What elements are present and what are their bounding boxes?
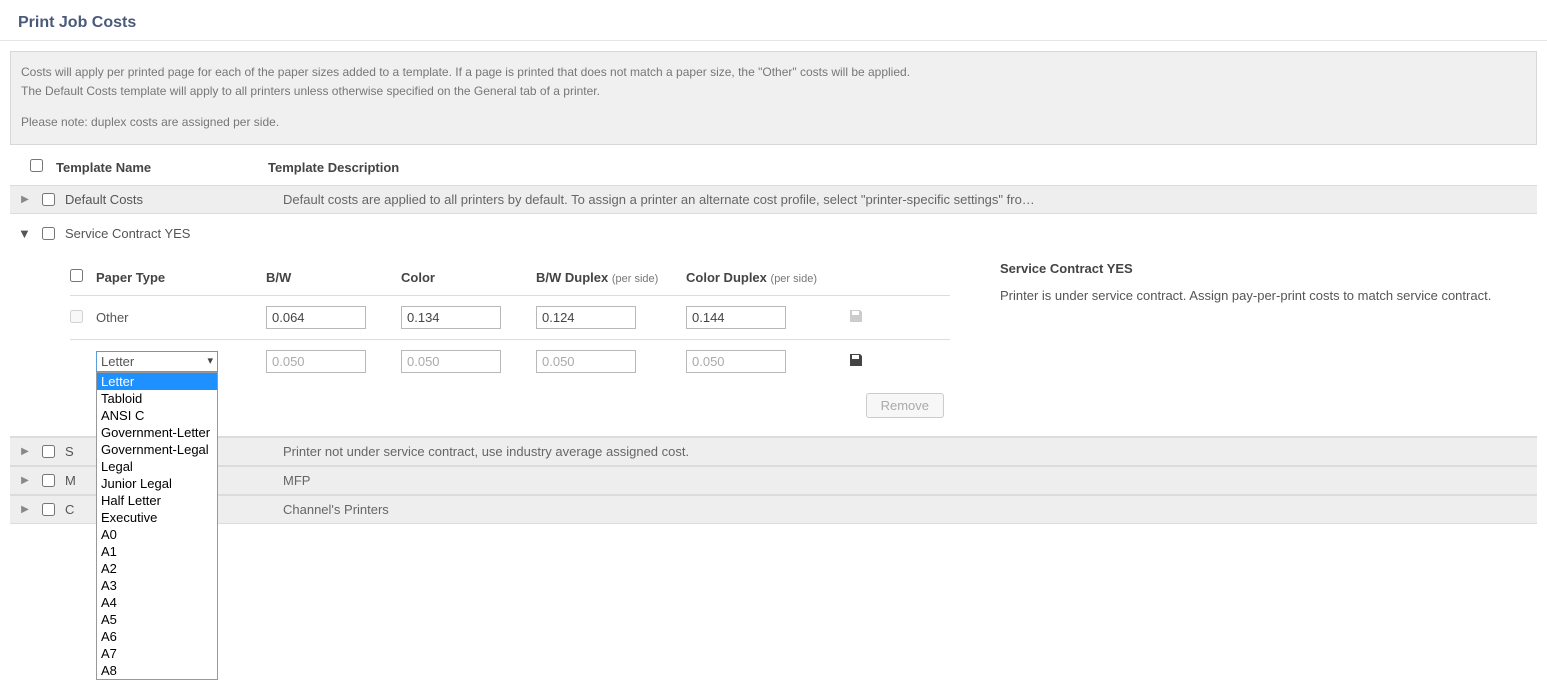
col-paper-type: Paper Type <box>96 270 266 285</box>
template-description: Default costs are applied to all printer… <box>283 192 1035 207</box>
per-side-label: (per side) <box>612 273 658 285</box>
info-banner: Costs will apply per printed page for ea… <box>10 51 1537 145</box>
paper-type-option[interactable]: Half Letter <box>97 492 217 509</box>
save-icon[interactable] <box>848 352 864 368</box>
row-checkbox[interactable] <box>42 193 55 206</box>
paper-type-option[interactable]: Tabloid <box>97 390 217 407</box>
color-input[interactable] <box>401 350 501 373</box>
bw-duplex-input[interactable] <box>536 350 636 373</box>
row-checkbox[interactable] <box>42 474 55 487</box>
col-template-description: Template Description <box>268 160 399 175</box>
paper-type-option[interactable]: A5 <box>97 611 217 628</box>
col-bw-duplex: B/W Duplex (per side) <box>536 270 686 285</box>
expand-icon[interactable]: ▶ <box>18 503 32 517</box>
collapse-icon[interactable]: ▼ <box>18 226 32 241</box>
paper-type-option[interactable]: Letter <box>97 373 217 390</box>
bw-input[interactable] <box>266 306 366 329</box>
template-row[interactable]: ▶ S Printer not under service contract, … <box>10 437 1537 466</box>
paper-type-option[interactable]: A7 <box>97 645 217 662</box>
info-line-3: Please note: duplex costs are assigned p… <box>21 114 1526 131</box>
bw-duplex-input[interactable] <box>536 306 636 329</box>
paper-type-label: Other <box>96 310 266 325</box>
paper-type-option[interactable]: A3 <box>97 577 217 594</box>
detail-title: Service Contract YES <box>1000 261 1537 276</box>
expand-icon[interactable]: ▶ <box>18 193 32 207</box>
select-all-checkbox[interactable] <box>30 159 43 172</box>
page-title: Print Job Costs <box>0 0 1547 41</box>
templates-header-row: Template Name Template Description <box>0 145 1547 185</box>
paper-type-option[interactable]: Executive <box>97 509 217 526</box>
paper-type-option[interactable]: A1 <box>97 543 217 560</box>
info-line-1: Costs will apply per printed page for ea… <box>21 64 1526 81</box>
per-side-label: (per side) <box>771 273 817 285</box>
row-checkbox[interactable] <box>42 445 55 458</box>
paper-type-option[interactable]: ANSI C <box>97 407 217 424</box>
expand-icon[interactable]: ▶ <box>18 474 32 488</box>
paper-type-select-value: Letter <box>101 354 134 369</box>
cost-select-all-checkbox[interactable] <box>70 269 83 282</box>
row-checkbox[interactable] <box>42 227 55 240</box>
template-name: Default Costs <box>65 192 283 207</box>
template-description: Channel's Printers <box>283 502 389 517</box>
paper-type-option[interactable]: A8 <box>97 662 217 679</box>
expand-icon[interactable]: ▶ <box>18 445 32 459</box>
paper-type-option[interactable]: Junior Legal <box>97 475 217 492</box>
col-color-duplex: Color Duplex (per side) <box>686 270 836 285</box>
template-detail-panel: Service Contract YES Printer is under se… <box>1000 259 1537 418</box>
row-checkbox[interactable] <box>42 503 55 516</box>
color-duplex-input[interactable] <box>686 350 786 373</box>
col-color: Color <box>401 270 536 285</box>
paper-type-option[interactable]: Legal <box>97 458 217 475</box>
paper-type-option[interactable]: A2 <box>97 560 217 577</box>
bw-input[interactable] <box>266 350 366 373</box>
save-icon <box>848 308 864 324</box>
col-template-name: Template Name <box>50 160 268 175</box>
template-description: Printer not under service contract, use … <box>283 444 689 459</box>
col-bw: B/W <box>266 270 401 285</box>
cost-table: Paper Type B/W Color B/W Duplex (per sid… <box>70 259 950 418</box>
template-name: Service Contract YES <box>65 226 190 241</box>
paper-type-option[interactable]: A0 <box>97 526 217 543</box>
template-row[interactable]: ▶ Default Costs Default costs are applie… <box>10 185 1537 214</box>
template-description: MFP <box>283 473 310 488</box>
paper-type-option[interactable]: Government-Letter <box>97 424 217 441</box>
template-row[interactable]: ▶ M MFP <box>10 466 1537 495</box>
template-row-expanded: ▼ Service Contract YES Paper Type B/W Co… <box>10 214 1537 437</box>
cost-row-checkbox <box>70 310 83 323</box>
paper-type-dropdown[interactable]: LetterTabloidANSI CGovernment-LetterGove… <box>96 372 218 680</box>
remove-button: Remove <box>866 393 944 418</box>
detail-text: Printer is under service contract. Assig… <box>1000 288 1537 303</box>
paper-type-option[interactable]: Government-Legal <box>97 441 217 458</box>
col-bw-duplex-label: B/W Duplex <box>536 270 608 285</box>
col-color-duplex-label: Color Duplex <box>686 270 767 285</box>
paper-type-select[interactable]: Letter <box>96 351 218 372</box>
template-row[interactable]: ▶ C Channel's Printers <box>10 495 1537 524</box>
info-line-2: The Default Costs template will apply to… <box>21 83 1526 100</box>
color-duplex-input[interactable] <box>686 306 786 329</box>
color-input[interactable] <box>401 306 501 329</box>
paper-type-option[interactable]: A6 <box>97 628 217 645</box>
paper-type-option[interactable]: A4 <box>97 594 217 611</box>
